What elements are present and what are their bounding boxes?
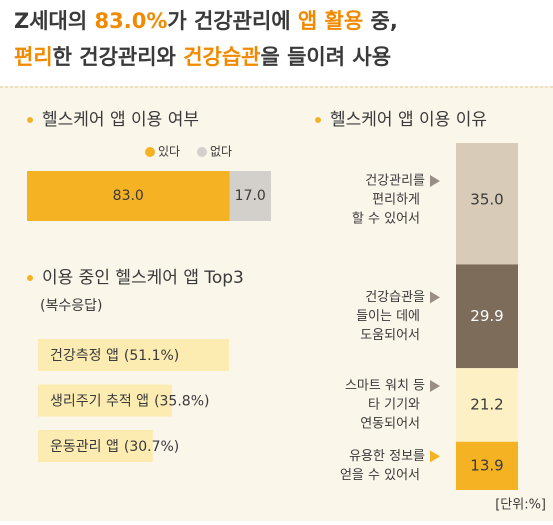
category-label: 건강습관을 [365,290,425,305]
value-label: (35.8%) [154,394,209,410]
bar-segment [456,368,518,442]
category-label: 건강관리를 [365,174,425,189]
bullet [315,117,321,123]
value-label: (51.1%) [124,348,179,364]
value-label: 83.0 [113,188,144,204]
bullet [27,275,33,281]
headline-part: 중, [363,9,398,33]
headline-part: 가 건강관리에 [167,9,298,33]
category-label: 스마트 워치 등 [345,378,425,393]
category-label: 할 수 있어서 [352,212,420,227]
bar-segment [456,441,518,490]
headline-part: 건강습관 [183,45,260,69]
bar [38,384,172,417]
category-label: 얻을 수 있어서 [340,468,420,483]
value-label: (30.7%) [124,439,179,455]
category-label: 타 기기와 [368,397,420,412]
headline-part: 편리 [14,45,53,69]
bar-label: 건강측정 앱 (51.1%) [50,348,179,364]
bar-segment [27,171,230,221]
category-label: 연동되어서 [360,416,420,431]
bar [38,430,153,462]
value-label: 17.0 [235,188,266,204]
header-bg [0,0,553,86]
category: 생리주기 추적 앱 [50,394,149,410]
unit-label: [단위:%] [495,498,546,513]
category-label: 편리하게 [372,193,420,208]
arrow [430,175,440,187]
headline-part: 앱 활용 [298,9,363,33]
bar [38,339,230,371]
chart-title: 헬스케어 앱 이용 이유 [330,110,487,130]
bar-segment [456,264,518,369]
chart-title: 이용 중인 헬스케어 앱 Top3 [42,268,244,288]
headline-part: 한 건강관리와 [53,45,184,69]
bar-segment [456,143,518,265]
value-label: 13.9 [470,456,503,474]
arrow [430,450,440,463]
value-label: 35.0 [470,191,503,209]
bar-label: 운동관리 앱 (30.7%) [50,439,179,455]
bullet [27,117,33,123]
headline: Z세대의 83.0%가 건강관리에 앱 활용 중, [14,9,398,33]
headline: 편리한 건강관리와 건강습관을 들이려 사용 [14,45,391,69]
legend-label: 없다 [210,145,232,159]
legend-marker [197,147,207,157]
legend-label: 있다 [158,145,180,159]
chart-subtitle: (복수응답) [40,298,102,314]
category: 건강측정 앱 [50,348,119,364]
category-label: 도움되어서 [360,328,420,343]
arrow [430,291,440,304]
arrow [430,379,440,392]
headline-part: 을 들이려 사용 [260,45,391,69]
chart-title: 헬스케어 앱 이용 여부 [42,110,199,130]
value-label: 29.9 [470,307,503,325]
legend-marker [145,147,155,157]
headline-part: 83.0% [95,9,168,33]
headline-part: Z세대의 [14,9,95,33]
category: 운동관리 앱 [50,439,119,455]
category-label: 들이는 데에 [356,309,420,324]
bar-label: 생리주기 추적 앱 (35.8%) [50,394,209,410]
value-label: 21.2 [470,395,503,413]
category-label: 유용한 정보를 [349,449,425,464]
bar-segment [229,171,271,221]
